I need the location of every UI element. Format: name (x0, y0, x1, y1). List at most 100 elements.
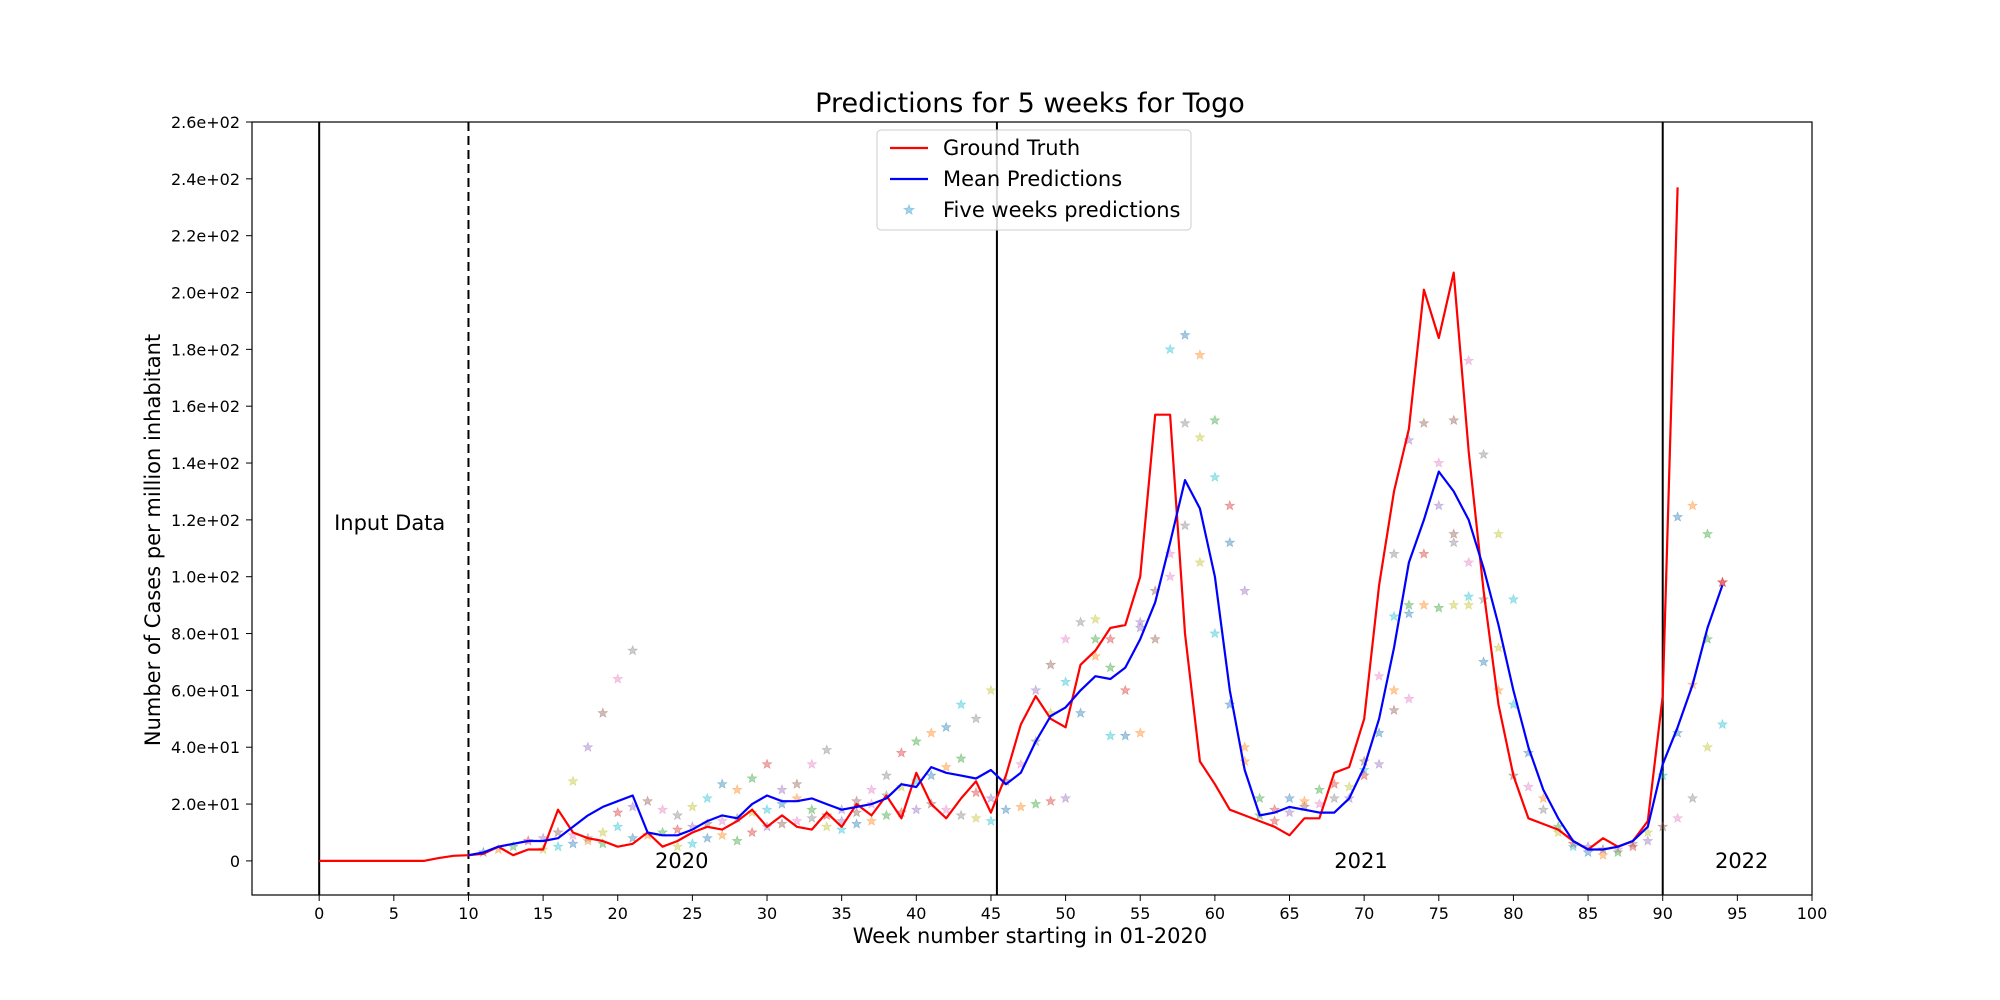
y-tick-label: 2.0e+01 (171, 795, 240, 814)
prediction-point (582, 741, 594, 753)
y-tick-label: 1.6e+02 (171, 397, 240, 416)
prediction-point (1343, 781, 1355, 792)
series-line-ground-truth (319, 187, 1679, 862)
prediction-point (1388, 684, 1400, 696)
prediction-point (1552, 826, 1564, 838)
prediction-point (910, 803, 922, 815)
prediction-point (1492, 641, 1505, 653)
prediction-point (1283, 806, 1296, 818)
legend-box (876, 129, 1192, 231)
x-tick-label: 45 (981, 904, 1001, 923)
y-tick-label: 2.2e+02 (171, 227, 240, 246)
prediction-point (746, 772, 758, 784)
series-line-mean-predictions (468, 470, 1724, 857)
prediction-point (1418, 599, 1430, 610)
prediction-point (657, 803, 669, 815)
prediction-point (1164, 570, 1176, 582)
prediction-point (1672, 812, 1684, 823)
x-tick-label: 15 (533, 904, 553, 923)
prediction-point (1701, 741, 1714, 753)
x-tick-label: 70 (1354, 904, 1374, 923)
prediction-point (716, 815, 728, 826)
prediction-point (821, 744, 833, 755)
prediction-point (552, 840, 564, 852)
prediction-point (776, 783, 788, 795)
prediction-point (1164, 343, 1176, 355)
prediction-point (1492, 684, 1505, 696)
prediction-point (1477, 656, 1490, 667)
y-tick-label: 2.6e+02 (171, 113, 240, 132)
prediction-point (1522, 781, 1534, 792)
prediction-point (1075, 707, 1087, 718)
x-tick-label: 75 (1429, 904, 1449, 923)
prediction-point (1209, 627, 1221, 639)
y-tick-label: 8.0e+01 (171, 625, 240, 644)
prediction-point (1000, 803, 1012, 815)
prediction-point (1119, 730, 1131, 741)
prediction-point (1463, 354, 1475, 366)
prediction-point (1448, 414, 1460, 426)
axes: 0 5 10 15 20 25 30 35 40 45 50 55 60 65 70 75 80 85 90 95 10… (171, 113, 1827, 923)
prediction-point (806, 803, 818, 815)
prediction-point (716, 778, 728, 789)
x-tick-label: 95 (1727, 904, 1747, 923)
chart-title: Predictions for 5 weeks for Togo (815, 88, 1245, 119)
prediction-point (1224, 499, 1236, 511)
prediction-point (1492, 528, 1505, 539)
prediction-point (1657, 769, 1669, 781)
prediction-point (1612, 846, 1624, 858)
prediction-point (1194, 556, 1206, 568)
prediction-point (1463, 599, 1475, 610)
prediction-point (1373, 670, 1385, 681)
x-tick-label: 20 (608, 904, 628, 923)
prediction-point (1403, 607, 1415, 619)
prediction-point (1463, 556, 1475, 568)
prediction-point (1179, 329, 1191, 340)
prediction-point (1567, 840, 1579, 852)
y-tick-label: 1.0e+02 (171, 568, 240, 587)
x-tick-label: 25 (682, 904, 702, 923)
prediction-point (806, 758, 818, 769)
prediction-point (1194, 349, 1206, 360)
prediction-point (701, 832, 713, 843)
x-axis-label: Week number starting in 01-2020 (853, 924, 1207, 948)
prediction-point (955, 809, 967, 821)
prediction-point (1716, 576, 1729, 588)
prediction-point (612, 806, 624, 818)
prediction-point (821, 809, 833, 821)
prediction-point (671, 823, 683, 835)
prediction-point (970, 812, 982, 823)
y-tick-label: 1.4e+02 (171, 454, 240, 473)
y-tick-label: 6.0e+01 (171, 681, 240, 700)
prediction-point (791, 778, 803, 789)
annotation-2022: 2022 (1715, 849, 1768, 873)
y-tick-label: 2.4e+02 (171, 170, 240, 189)
x-tick-label: 40 (906, 904, 926, 923)
prediction-point (1388, 610, 1400, 622)
prediction-point (1030, 684, 1042, 696)
prediction-point (1448, 528, 1460, 539)
prediction-point (776, 818, 788, 829)
prediction-point (1418, 548, 1430, 559)
prediction-point (1015, 801, 1027, 812)
prediction-point (866, 815, 878, 826)
prediction-point (1074, 616, 1087, 627)
prediction-point (1686, 792, 1699, 804)
prediction-point (895, 747, 907, 758)
prediction-point (612, 820, 624, 832)
prediction-point (1403, 693, 1415, 704)
prediction-point (746, 806, 758, 818)
prediction-point (761, 758, 773, 769)
prediction-point (1059, 633, 1072, 645)
prediction-point (1179, 519, 1191, 531)
prediction-point (791, 815, 803, 826)
prediction-point (1179, 417, 1191, 429)
prediction-point (1388, 704, 1400, 715)
prediction-point (627, 832, 639, 843)
annotation-input-data: Input Data (334, 511, 445, 535)
prediction-point (1433, 602, 1445, 613)
prediction-point (1059, 676, 1072, 687)
prediction-point (806, 812, 818, 823)
